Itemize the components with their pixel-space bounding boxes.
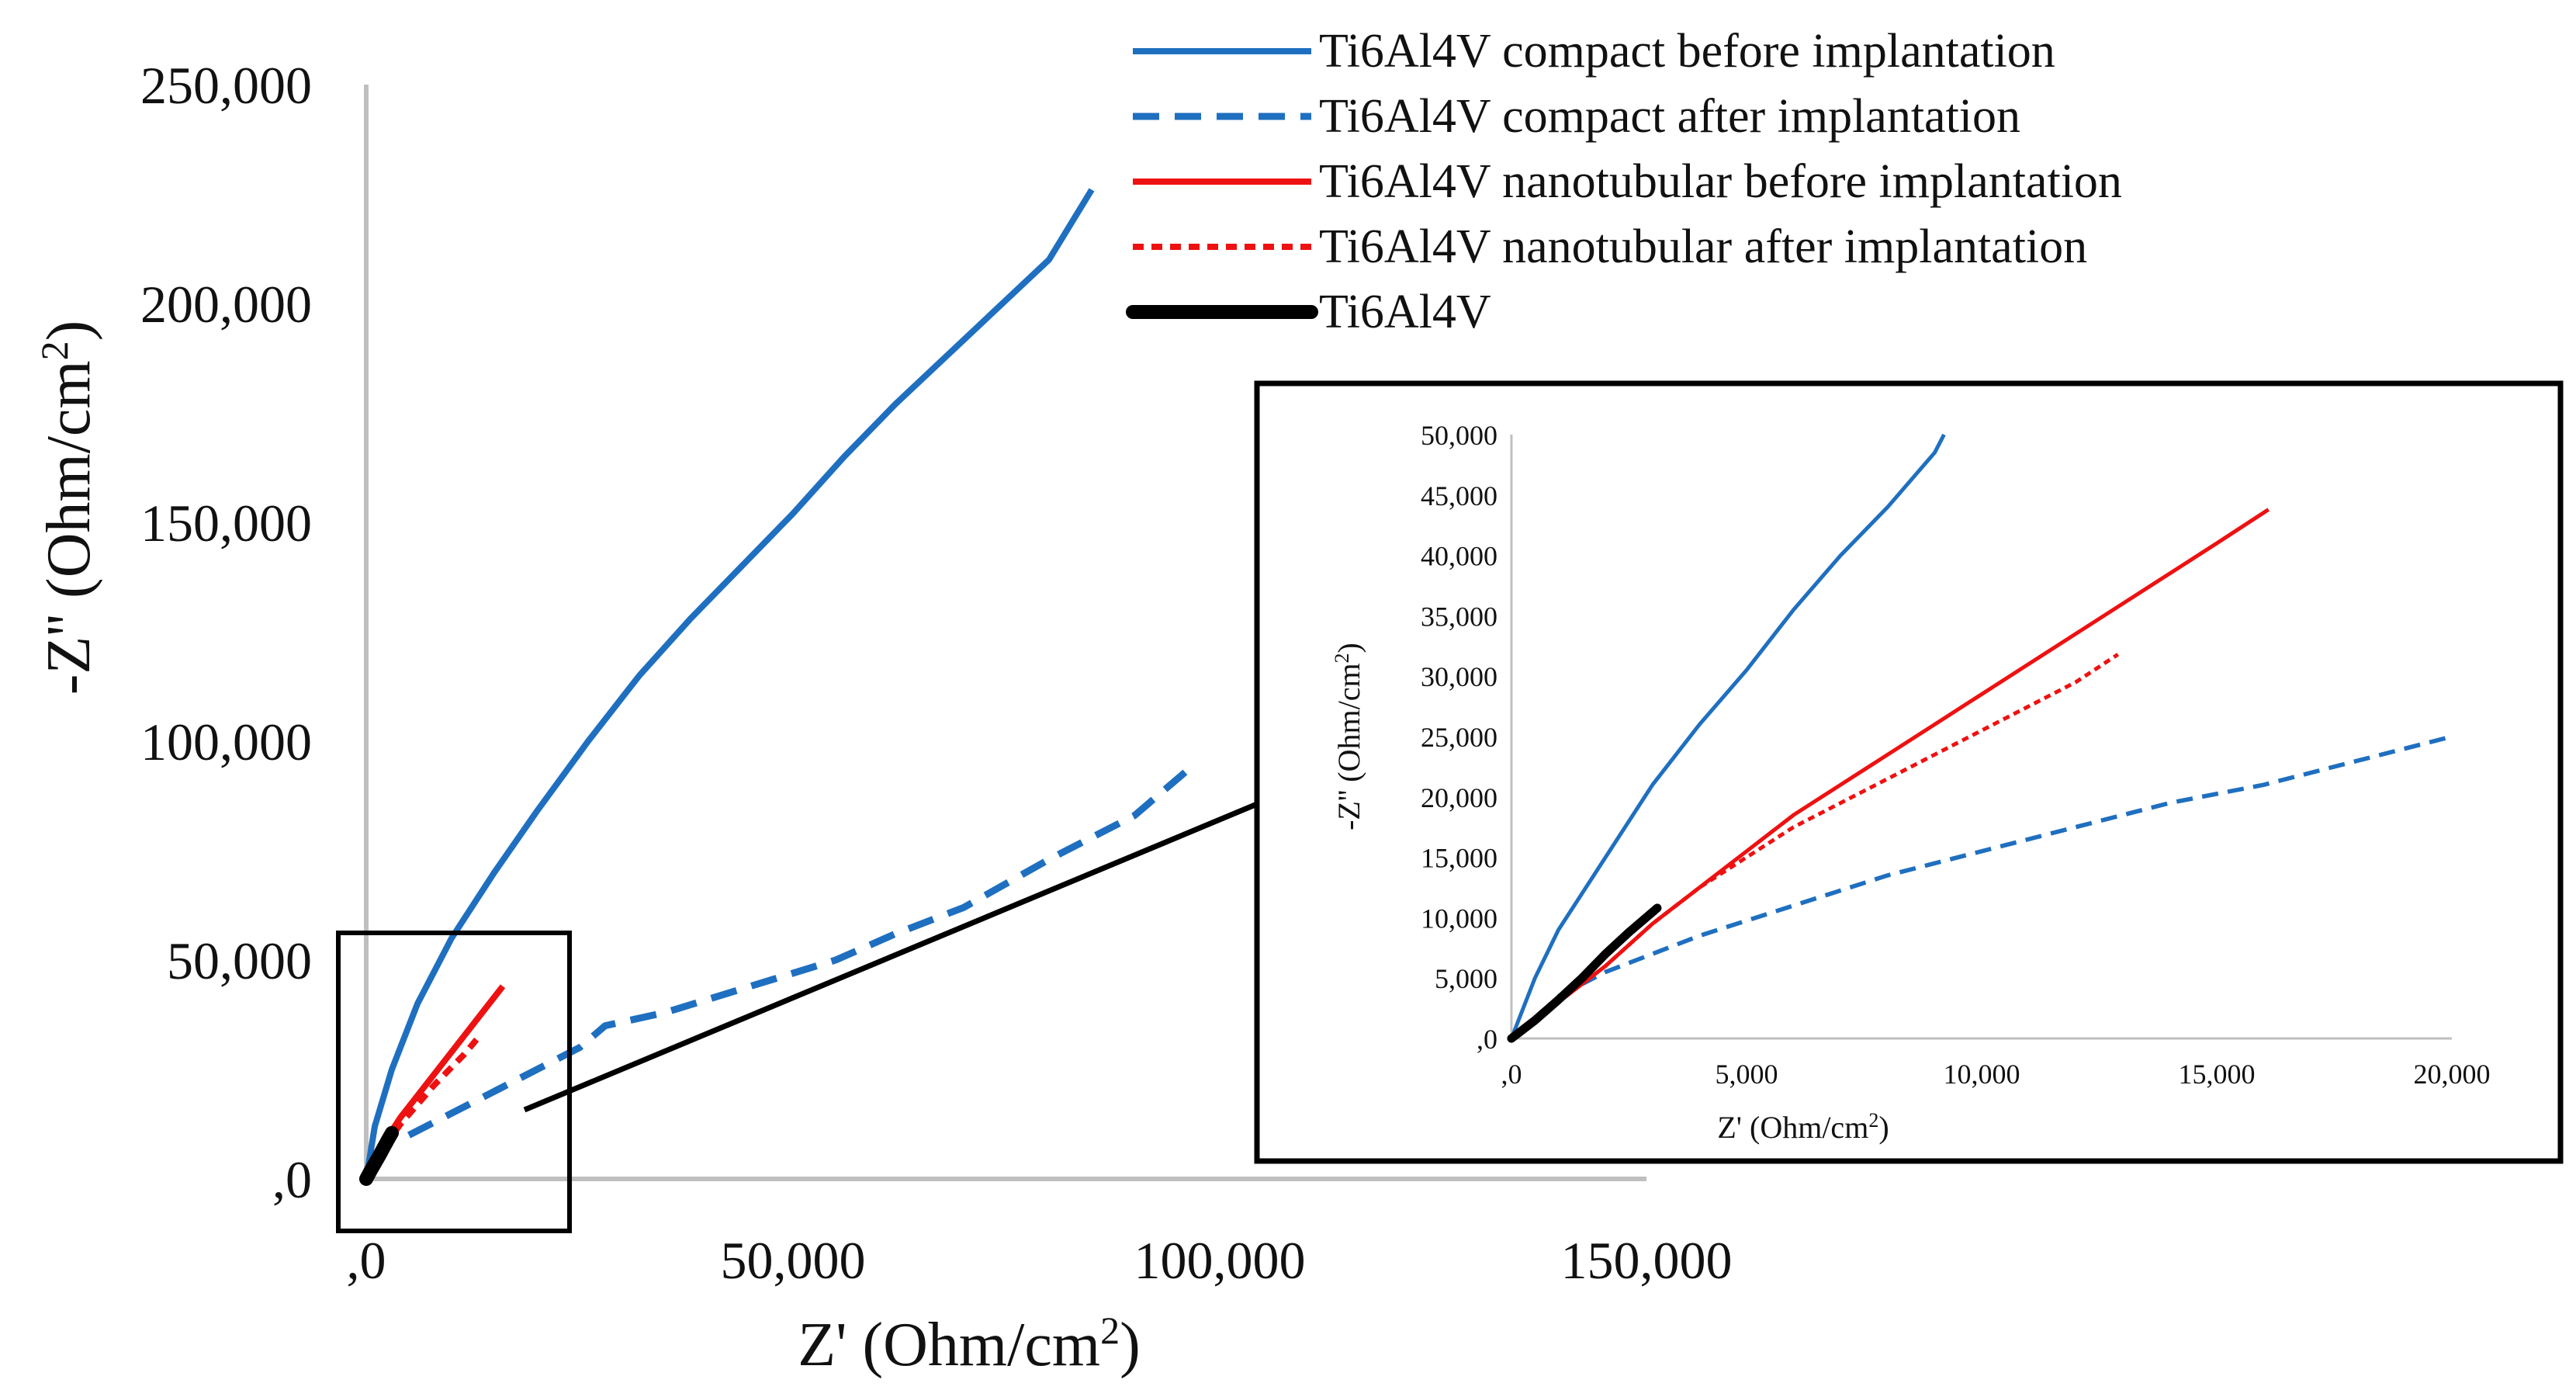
inset-y-tick-label: 15,000: [1421, 843, 1497, 874]
legend: Ti6Al4V compact before implantation Ti6Al…: [1126, 25, 2122, 338]
inset-y-tick-label: 50,000: [1421, 420, 1497, 451]
legend-label-2: Ti6Al4V nanotubular before implantation: [1319, 155, 2122, 208]
inset-y-tick-label: 20,000: [1421, 782, 1497, 813]
main-y-axis-title: -Z'' (Ohm/cm2): [33, 321, 103, 695]
inset-y-axis-title: -Z'' (Ohm/cm2): [1331, 643, 1367, 830]
inset-x-tick-label: ,0: [1501, 1059, 1522, 1090]
main-x-tick-label: ,0: [347, 1231, 386, 1290]
main-plot: ,0 50,000 100,000 150,000 200,000 250,000 ,0 50…: [33, 56, 1733, 1379]
main-x-tick-label: 100,000: [1134, 1231, 1306, 1290]
inset-y-tick-label: 25,000: [1421, 722, 1497, 753]
main-y-tick-label: 100,000: [140, 712, 312, 771]
inset-y-tick-label: 5,000: [1435, 963, 1497, 994]
main-y-tick-label: ,0: [272, 1150, 312, 1209]
main-y-tick-label: 50,000: [167, 931, 312, 990]
inset-y-tick-label: ,0: [1477, 1024, 1497, 1055]
inset-x-tick-label: 20,000: [2414, 1059, 2491, 1090]
inset-series-line-4: [1507, 903, 1662, 1043]
inset-x-axis-title: Z' (Ohm/cm2): [1717, 1109, 1889, 1146]
main-series-line-0: [363, 188, 1095, 1180]
main-series-line-1: [407, 769, 1188, 1139]
legend-label-3: Ti6Al4V nanotubular after implantation: [1319, 220, 2087, 273]
inset-series-line-0: [1509, 433, 1946, 1039]
inset-y-tick-label: 30,000: [1421, 661, 1497, 692]
zoom-region-box: [336, 931, 572, 1233]
inset-x-tick-label: 15,000: [2179, 1059, 2256, 1090]
inset-y-tick-label: 40,000: [1421, 541, 1497, 572]
main-x-tick-label: 50,000: [721, 1231, 866, 1290]
inset-x-tick-label: 10,000: [1944, 1059, 2020, 1090]
inset-x-tick-label: 5,000: [1716, 1059, 1778, 1090]
legend-label-4: Ti6Al4V: [1319, 286, 1491, 338]
inset-y-tick-label: 45,000: [1421, 480, 1497, 511]
inset-y-tick-label: 35,000: [1421, 601, 1497, 632]
inset-series-line-1: [1557, 734, 2453, 998]
main-series-line-4: [359, 1125, 399, 1186]
zoom-callout: [336, 801, 1259, 1233]
main-y-tick-label: 250,000: [140, 56, 312, 115]
inset-series-line-3: [1510, 653, 2120, 1040]
main-x-axis-title: Z' (Ohm/cm2): [798, 1309, 1141, 1379]
legend-label-0: Ti6Al4V compact before implantation: [1319, 25, 2055, 78]
zoom-connector-line: [523, 801, 1259, 1113]
inset-y-tick-label: 10,000: [1421, 903, 1497, 934]
inset-frame: [1254, 380, 2564, 1164]
inset-plot: ,0 5,000 10,000 15,000 20,000 25,000 30,000 35,…: [1254, 380, 2564, 1164]
main-y-tick-label: 150,000: [140, 494, 312, 553]
main-x-tick-label: 150,000: [1561, 1231, 1733, 1290]
legend-label-1: Ti6Al4V compact after implantation: [1319, 90, 2020, 143]
main-y-tick-label: 200,000: [140, 275, 312, 334]
